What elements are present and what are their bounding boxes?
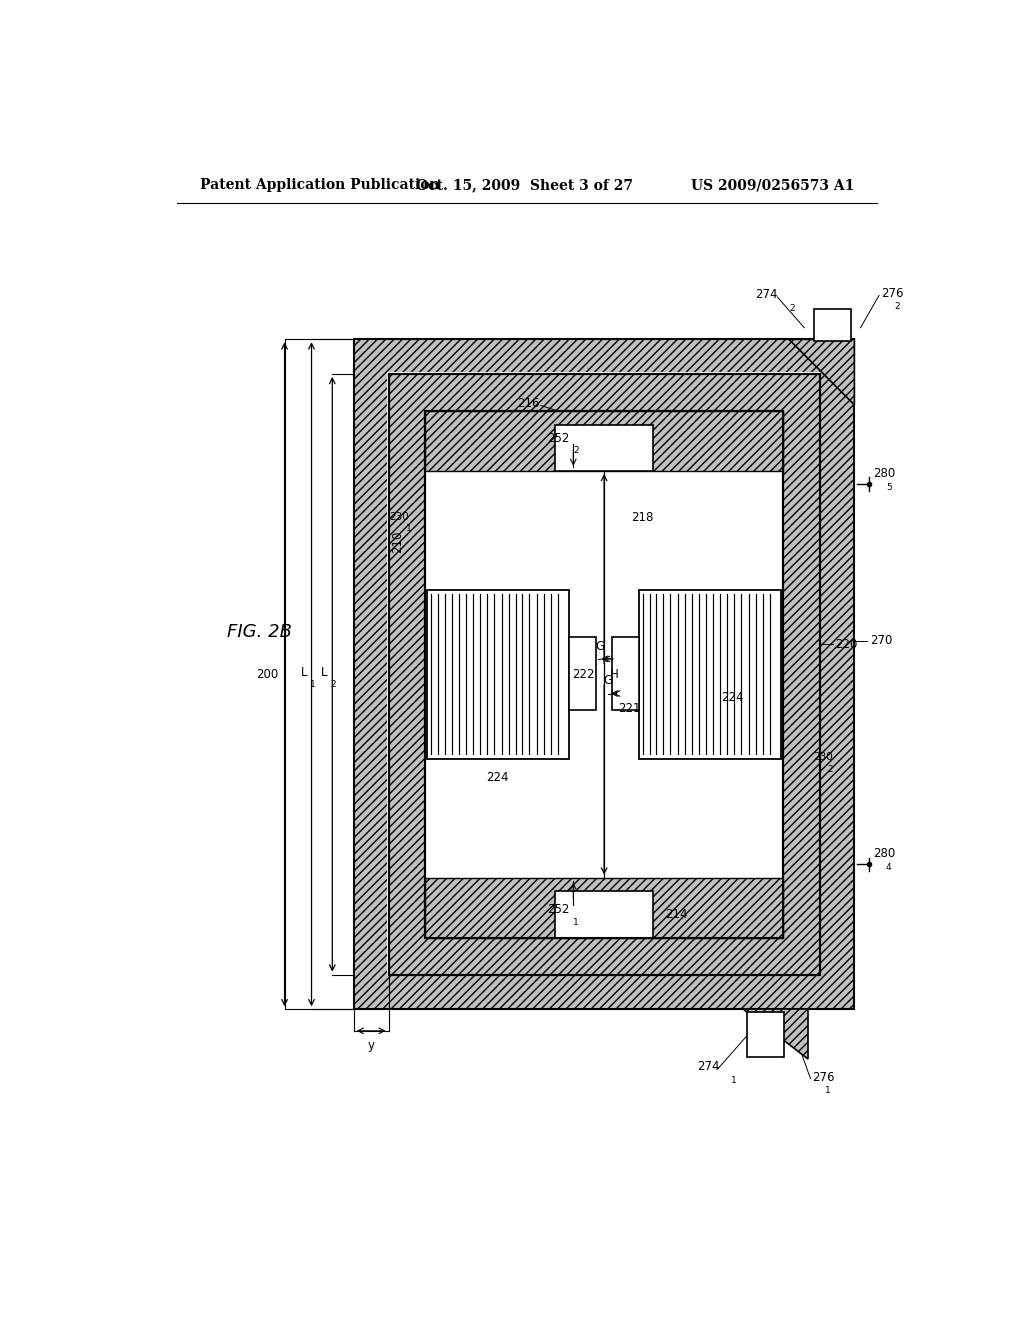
Bar (427, 590, 569, 759)
Text: 2: 2 (827, 764, 834, 774)
Bar (814, 309, 851, 341)
Text: 2: 2 (788, 304, 795, 313)
Text: 5: 5 (886, 483, 892, 491)
Text: L: L (322, 667, 328, 680)
Bar (388, 374, 819, 974)
Text: US 2009/0256573 A1: US 2009/0256573 A1 (691, 178, 854, 193)
Text: 280: 280 (873, 467, 896, 480)
Text: 252: 252 (547, 432, 569, 445)
Text: 274: 274 (755, 288, 777, 301)
Text: Patent Application Publication: Patent Application Publication (200, 178, 439, 193)
Bar (555, 891, 653, 937)
Text: y: y (368, 1039, 375, 1052)
Text: 216: 216 (517, 397, 540, 409)
Text: 2: 2 (573, 446, 579, 455)
Text: G: G (603, 675, 612, 688)
Bar (555, 425, 653, 471)
Text: 1: 1 (731, 1076, 737, 1085)
Text: 230: 230 (389, 512, 410, 521)
Text: 1: 1 (407, 524, 412, 533)
Bar (425, 411, 782, 937)
Text: G: G (596, 640, 605, 653)
Text: 276: 276 (812, 1071, 835, 1084)
Bar (746, 1012, 783, 1057)
Bar (388, 374, 819, 974)
Text: 1: 1 (825, 1086, 830, 1096)
Text: 1: 1 (573, 917, 579, 927)
Text: 1: 1 (310, 681, 315, 689)
Bar (611, 638, 639, 710)
Bar (569, 638, 596, 710)
Text: 224: 224 (486, 771, 509, 784)
Text: 220: 220 (836, 638, 857, 651)
Text: 274: 274 (697, 1060, 720, 1073)
Text: 280: 280 (873, 847, 896, 861)
Text: L: L (300, 667, 307, 680)
Bar (425, 878, 782, 937)
Bar (425, 411, 782, 937)
Text: 214: 214 (665, 908, 687, 921)
Text: 270: 270 (869, 635, 892, 647)
Text: 276: 276 (882, 286, 904, 300)
Text: 200: 200 (256, 668, 279, 681)
Polygon shape (742, 1010, 808, 1059)
Bar (425, 411, 782, 471)
Text: 252: 252 (547, 903, 569, 916)
Text: FIG. 2B: FIG. 2B (227, 623, 293, 642)
Text: 4: 4 (886, 863, 892, 873)
Text: 230: 230 (813, 752, 834, 762)
Text: H: H (610, 668, 620, 681)
Polygon shape (788, 339, 854, 405)
Bar (354, 339, 854, 1010)
Text: 210: 210 (391, 531, 404, 553)
Text: 224: 224 (721, 690, 743, 704)
Bar (639, 590, 781, 759)
Text: 222: 222 (572, 668, 595, 681)
Text: 2: 2 (894, 302, 900, 312)
Text: 2: 2 (331, 681, 337, 689)
Bar (387, 372, 821, 977)
Text: 221: 221 (617, 702, 640, 715)
Text: 218: 218 (631, 511, 653, 524)
Text: Oct. 15, 2009  Sheet 3 of 27: Oct. 15, 2009 Sheet 3 of 27 (417, 178, 633, 193)
